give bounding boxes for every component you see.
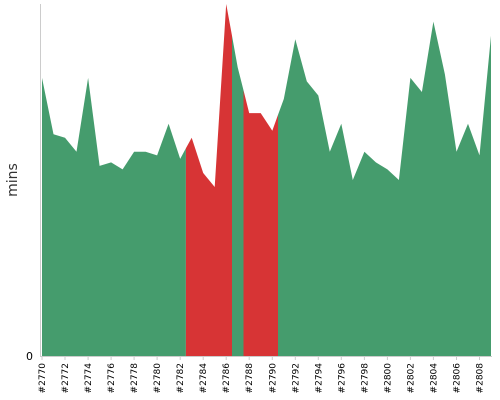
x-tick-label: #2790 xyxy=(268,363,278,394)
x-tick-label: #2782 xyxy=(176,363,186,393)
area-series xyxy=(42,4,491,357)
failed-builds-area xyxy=(185,4,232,356)
x-tick-labels: #2770 #2772 #2774 #2776 #2778 #2780 #2782 #2784… xyxy=(38,356,486,393)
x-tick-label: #2792 xyxy=(291,363,301,393)
x-tick-label: #2778 xyxy=(130,363,140,394)
passed-builds-area xyxy=(232,35,244,356)
x-tick-label: #2786 xyxy=(222,363,232,394)
x-tick-label: #2780 xyxy=(153,363,163,394)
x-tick-label: #2802 xyxy=(406,363,416,393)
x-tick-label: #2798 xyxy=(360,363,370,394)
y-axis-label: mins xyxy=(5,163,21,197)
x-tick-label: #2772 xyxy=(61,363,71,393)
x-tick-label: #2784 xyxy=(199,363,209,394)
passed-builds-area xyxy=(278,21,491,356)
x-tick-label: #2788 xyxy=(245,363,255,394)
x-tick-label: #2796 xyxy=(337,363,347,394)
x-tick-label: #2776 xyxy=(107,363,117,394)
x-tick-label: #2808 xyxy=(476,363,486,394)
x-tick-label: #2800 xyxy=(383,363,393,394)
y-tick-label: 0 xyxy=(26,350,33,363)
x-tick-label: #2804 xyxy=(429,363,439,394)
x-tick-label: #2794 xyxy=(314,363,324,394)
x-tick-label: #2806 xyxy=(453,363,463,394)
passed-builds-area xyxy=(42,77,186,357)
failed-builds-area xyxy=(243,90,278,356)
x-tick-label: #2770 xyxy=(38,363,48,394)
x-tick-label: #2774 xyxy=(84,363,94,394)
